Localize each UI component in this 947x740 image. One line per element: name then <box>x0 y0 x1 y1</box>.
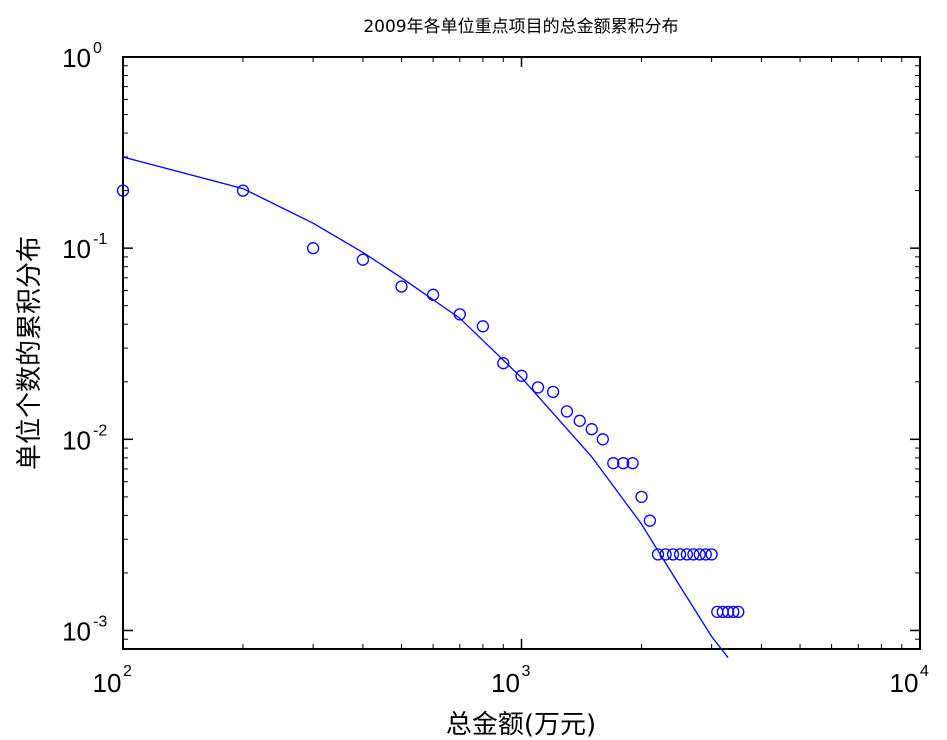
data-point-marker <box>732 605 745 619</box>
data-point-marker <box>643 514 657 527</box>
data-point-marker <box>236 184 250 197</box>
data-point-marker <box>680 548 694 561</box>
data-point-marker <box>673 548 687 561</box>
data-point-marker <box>395 280 408 293</box>
data-point-marker <box>515 369 528 382</box>
data-point-marker <box>531 381 545 394</box>
data-point-marker <box>705 548 718 561</box>
x-tick-label-exponent: 3 <box>522 663 531 680</box>
data-point-marker <box>666 548 680 561</box>
y-tick-label-exponent: -2 <box>93 422 107 439</box>
x-axis-label: 总金额(万元) <box>446 710 596 740</box>
data-point-marker <box>651 548 665 561</box>
y-tick-label-base: 10 <box>62 43 91 73</box>
data-point-marker <box>607 457 620 470</box>
data-point-marker <box>617 457 630 470</box>
y-tick-label-base: 10 <box>62 616 91 646</box>
data-point-marker <box>116 184 130 197</box>
markers-group <box>116 184 745 619</box>
data-point-marker <box>476 320 490 333</box>
y-tick-label: 10 0 <box>62 40 102 73</box>
data-point-marker <box>453 308 466 321</box>
x-tick-label-base: 10 <box>93 668 122 698</box>
plot-area <box>122 56 921 650</box>
data-point-marker <box>596 433 609 446</box>
data-point-marker <box>699 548 712 561</box>
data-point-marker <box>497 357 510 370</box>
data-point-marker <box>546 385 560 399</box>
x-tick-label: 10 2 <box>93 663 132 698</box>
data-point-marker <box>687 548 700 561</box>
data-point-marker <box>659 548 672 561</box>
data-point-marker <box>635 490 648 504</box>
x-tick-label-base: 10 <box>491 668 520 698</box>
y-tick-label-exponent: -1 <box>93 231 107 248</box>
data-point-marker <box>573 414 586 427</box>
data-point-marker <box>693 548 706 561</box>
x-ticks: 10 2 10 3 10 4 <box>93 57 929 698</box>
data-point-marker <box>306 242 320 255</box>
y-tick-label: 10 -1 <box>62 231 107 264</box>
y-tick-label-base: 10 <box>62 234 91 264</box>
data-point-marker <box>626 457 639 470</box>
y-tick-label: 10 -3 <box>62 613 107 646</box>
y-tick-label-exponent: -3 <box>93 613 107 630</box>
y-tick-label: 10 -2 <box>62 422 107 455</box>
y-tick-label-base: 10 <box>62 425 91 455</box>
data-point-marker <box>585 423 598 436</box>
y-tick-label-exponent: 0 <box>93 40 102 57</box>
chart-title: 2009年各单位重点项目的总金额累积分布 <box>363 17 678 37</box>
x-tick-label-exponent: 4 <box>920 663 929 680</box>
x-tick-label-exponent: 2 <box>123 663 132 680</box>
data-point-marker <box>727 605 740 619</box>
x-tick-label-base: 10 <box>890 668 919 698</box>
x-tick-label: 10 3 <box>491 663 530 698</box>
data-point-marker <box>560 405 574 418</box>
fit-line-group <box>122 156 729 659</box>
fit-line <box>122 156 729 659</box>
x-tick-label: 10 4 <box>890 663 929 698</box>
data-point-marker <box>721 605 735 619</box>
y-axis-label: 单位个数的累积分布 <box>15 236 45 470</box>
data-point-marker <box>356 253 370 266</box>
data-point-marker <box>426 288 440 301</box>
